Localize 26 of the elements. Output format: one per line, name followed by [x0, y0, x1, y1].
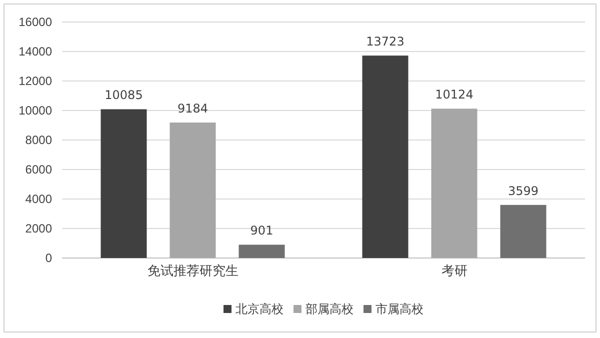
y-tick-label: 16000 [18, 14, 52, 29]
bar [238, 244, 285, 258]
bar [500, 204, 546, 258]
legend-label: 部属高校 [306, 302, 354, 316]
bar [170, 122, 216, 258]
bar [100, 109, 147, 258]
y-tick-label: 14000 [18, 44, 52, 58]
data-label: 13723 [366, 34, 404, 49]
y-tick-label: 10000 [18, 103, 52, 118]
x-tick-label: 考研 [441, 263, 468, 278]
y-tick-label: 4000 [25, 192, 52, 206]
y-tick-label: 2000 [25, 221, 52, 236]
bar [362, 56, 408, 258]
y-tick-label: 12000 [18, 74, 52, 88]
y-tick-label: 8000 [25, 132, 52, 147]
y-tick-label: 0 [45, 250, 52, 265]
y-tick-label: 6000 [25, 162, 52, 176]
data-label: 10085 [104, 88, 143, 102]
x-tick-label: 免试推荐研究生 [147, 263, 238, 278]
data-label: 3599 [508, 184, 539, 198]
data-label: 9184 [177, 102, 208, 116]
data-label: 901 [250, 224, 274, 238]
data-label: 10124 [435, 88, 474, 102]
legend-label: 市属高校 [376, 302, 424, 316]
legend-label: 北京高校 [236, 302, 284, 316]
bar [431, 108, 478, 258]
